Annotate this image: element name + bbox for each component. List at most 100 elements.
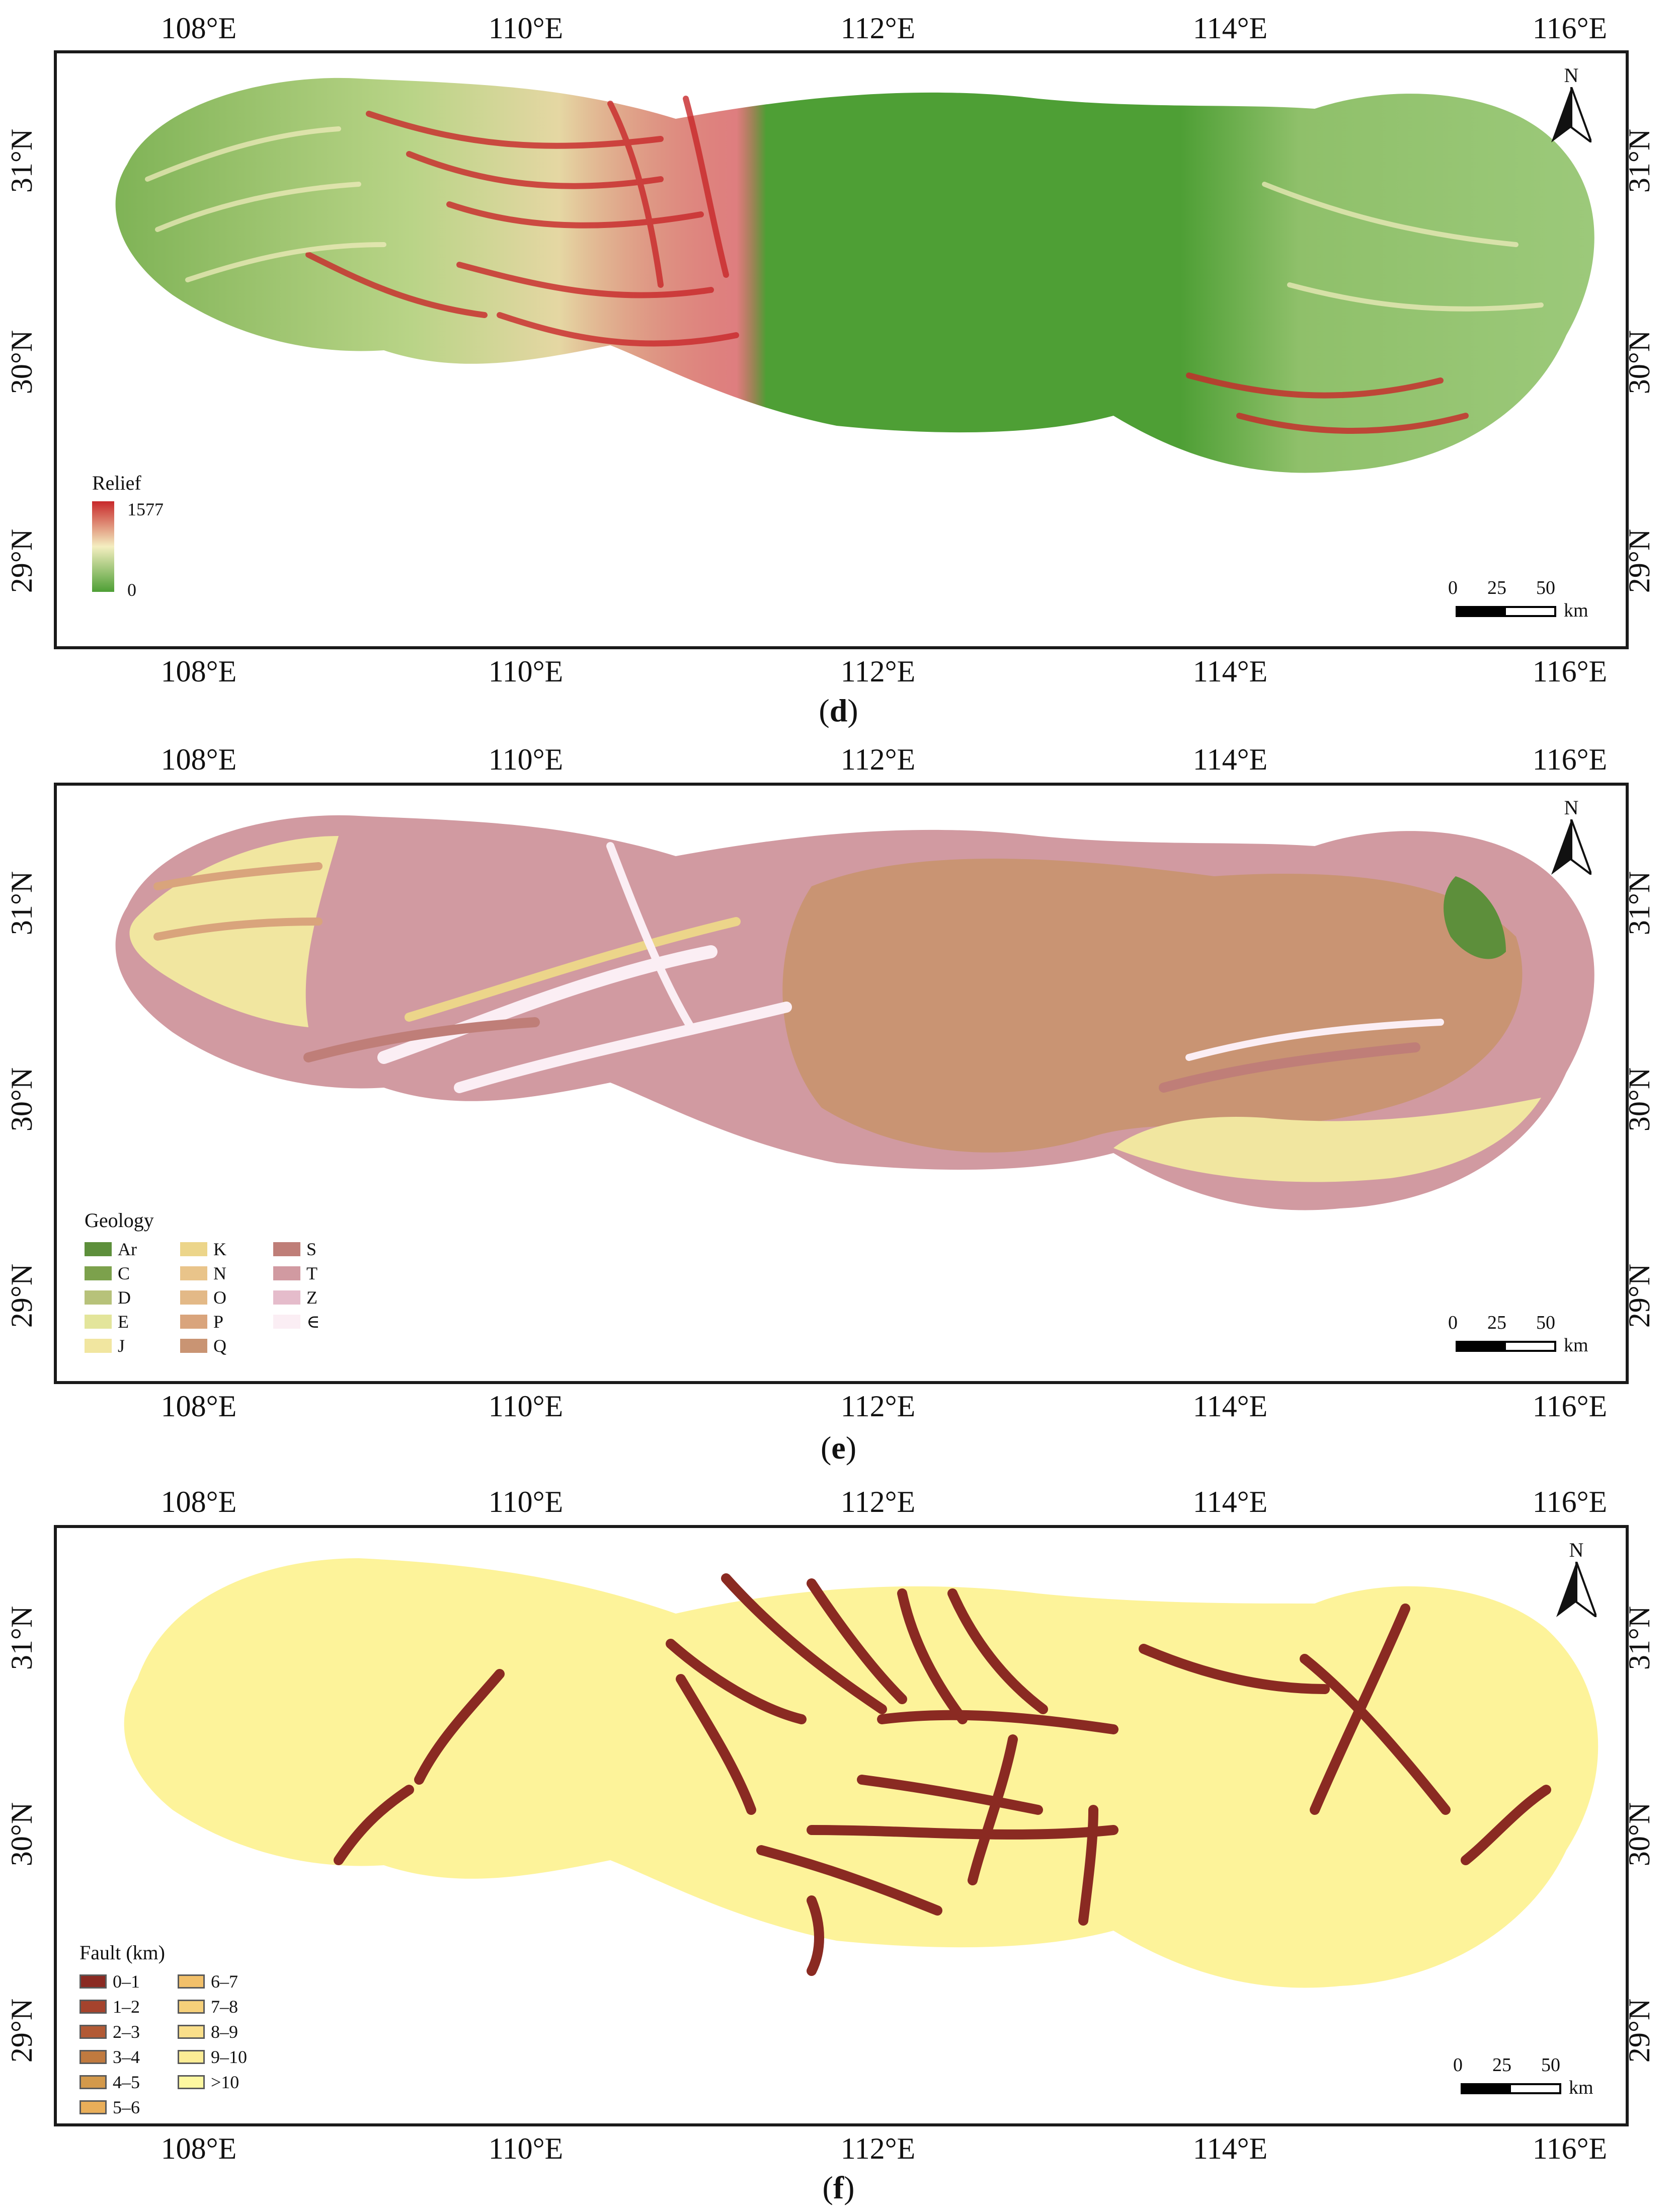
north-label: N: [1569, 1539, 1584, 1561]
lon-tick-top: 108°E: [161, 12, 237, 45]
north-arrow-icon: [1551, 87, 1594, 145]
north-label: N: [1564, 796, 1579, 819]
geology-legend-item: O: [180, 1287, 226, 1308]
legend-swatch: [180, 1290, 207, 1305]
lat-tick-right: 29°N: [1623, 1263, 1656, 1328]
lon-tick-top: 108°E: [161, 1485, 237, 1518]
lon-tick-bottom: 112°E: [840, 1390, 916, 1423]
panel-relief: 108°E 110°E 112°E 114°E 116°E: [0, 0, 1677, 735]
legend-swatch: [180, 1242, 207, 1256]
north-arrow: N: [1549, 796, 1594, 880]
legend-swatch: [180, 1315, 207, 1329]
fault-legend-item: 0–1: [79, 1971, 140, 1992]
scale-label-0: 0: [1453, 2054, 1463, 2076]
geology-unit-J-south: [1113, 1098, 1541, 1182]
lat-tick-left: 31°N: [5, 871, 39, 936]
legend-label: D: [118, 1287, 131, 1308]
legend-label: C: [118, 1263, 130, 1283]
panel-geology: 108°E 110°E 112°E 114°E 116°E Geology A: [0, 735, 1677, 1480]
fault-legend-item: >10: [178, 2072, 239, 2093]
legend-swatch: [273, 1315, 300, 1329]
scale-unit: km: [1564, 600, 1588, 621]
lon-tick-top: 114°E: [1192, 743, 1268, 776]
lat-tick-left: 30°N: [5, 330, 39, 395]
lat-tick-left: 31°N: [5, 128, 39, 193]
geology-legend-item: Ar: [85, 1239, 137, 1260]
legend-swatch: [79, 2100, 107, 2114]
fault-legend-item: 4–5: [79, 2072, 140, 2093]
fault-legend-item: 3–4: [79, 2046, 140, 2068]
legend-label: 4–5: [113, 2072, 140, 2092]
fault-lines: [334, 1573, 1551, 1976]
lat-tick-right: 30°N: [1623, 1802, 1656, 1867]
scale-label-50: 50: [1536, 1312, 1555, 1333]
lon-tick-bottom: 114°E: [1192, 1390, 1268, 1423]
scale-label-50: 50: [1536, 577, 1555, 598]
legend-label: K: [213, 1239, 226, 1259]
geology-legend-item: J: [85, 1335, 125, 1356]
legend-label: O: [213, 1287, 226, 1308]
legend-label: 0–1: [113, 1971, 140, 1992]
legend-label: Q: [213, 1336, 226, 1356]
scale-label-0: 0: [1448, 1312, 1458, 1333]
lon-tick-top: 116°E: [1532, 12, 1608, 45]
lon-tick-top: 114°E: [1192, 1485, 1268, 1518]
legend-label: >10: [211, 2072, 239, 2092]
legend-swatch: [79, 2050, 107, 2064]
lon-tick-bottom: 108°E: [161, 2132, 237, 2165]
geology-legend-item: N: [180, 1263, 226, 1284]
fault-legend-item: 6–7: [178, 1971, 238, 1992]
study-area-relief: [115, 78, 1594, 473]
legend-label: ∈: [306, 1312, 320, 1332]
lon-tick-bottom: 116°E: [1532, 1390, 1608, 1423]
lon-tick-bottom: 114°E: [1192, 655, 1268, 688]
legend-swatch: [178, 2075, 205, 2089]
lon-tick-top: 110°E: [488, 12, 564, 45]
lon-tick-bottom: 110°E: [488, 1390, 564, 1423]
caption-e: (e): [820, 1430, 857, 1466]
lon-tick-top: 114°E: [1192, 12, 1268, 45]
lon-tick-bottom: 110°E: [488, 655, 564, 688]
scale-labels: 0 25 50: [1453, 2054, 1560, 2076]
legend-swatch: [79, 2025, 107, 2039]
geology-legend-item: T: [273, 1263, 317, 1284]
legend-swatch: [85, 1242, 112, 1256]
lat-tick-left: 31°N: [5, 1606, 39, 1670]
legend-swatch: [85, 1315, 112, 1329]
geology-unit-Q-central: [782, 859, 1523, 1153]
geology-map: [115, 815, 1594, 1210]
legend-label: Z: [306, 1287, 317, 1308]
legend-label: 8–9: [211, 2022, 238, 2042]
fault-map: [124, 1558, 1599, 1988]
relief-ridges: [305, 96, 1469, 434]
lon-tick-top: 112°E: [840, 12, 916, 45]
lon-tick-top: 116°E: [1532, 1485, 1608, 1518]
legend-label: N: [213, 1263, 226, 1283]
caption-f: (f): [822, 2170, 855, 2205]
lat-tick-left: 30°N: [5, 1067, 39, 1132]
legend-swatch: [273, 1266, 300, 1280]
legend-swatch: [85, 1290, 112, 1305]
scale-labels: 0 25 50: [1448, 1312, 1555, 1334]
legend-swatch: [79, 2000, 107, 2014]
legend-label: T: [306, 1263, 317, 1283]
caption-d: (d): [819, 693, 858, 728]
lat-tick-left: 29°N: [5, 1263, 39, 1328]
scale-label-25: 25: [1487, 577, 1506, 598]
lon-tick-bottom: 116°E: [1532, 2132, 1608, 2165]
legend-label: 3–4: [113, 2047, 140, 2067]
fault-legend-item: 2–3: [79, 2021, 140, 2042]
fault-legend-item: 8–9: [178, 2021, 238, 2042]
legend-label: 2–3: [113, 2022, 140, 2042]
lat-tick-left: 30°N: [5, 1802, 39, 1867]
legend-swatch: [178, 1974, 205, 1989]
relief-map: [115, 78, 1594, 473]
lon-tick-top: 116°E: [1532, 743, 1608, 776]
lon-tick-bottom: 108°E: [161, 1390, 237, 1423]
scale-label-0: 0: [1448, 577, 1458, 598]
relief-ridges-light: [145, 126, 1544, 312]
scale-bar: [1456, 1341, 1556, 1352]
geology-legend-item: Q: [180, 1335, 226, 1356]
legend-label: 1–2: [113, 1997, 140, 2017]
geology-legend-item: P: [180, 1311, 223, 1332]
